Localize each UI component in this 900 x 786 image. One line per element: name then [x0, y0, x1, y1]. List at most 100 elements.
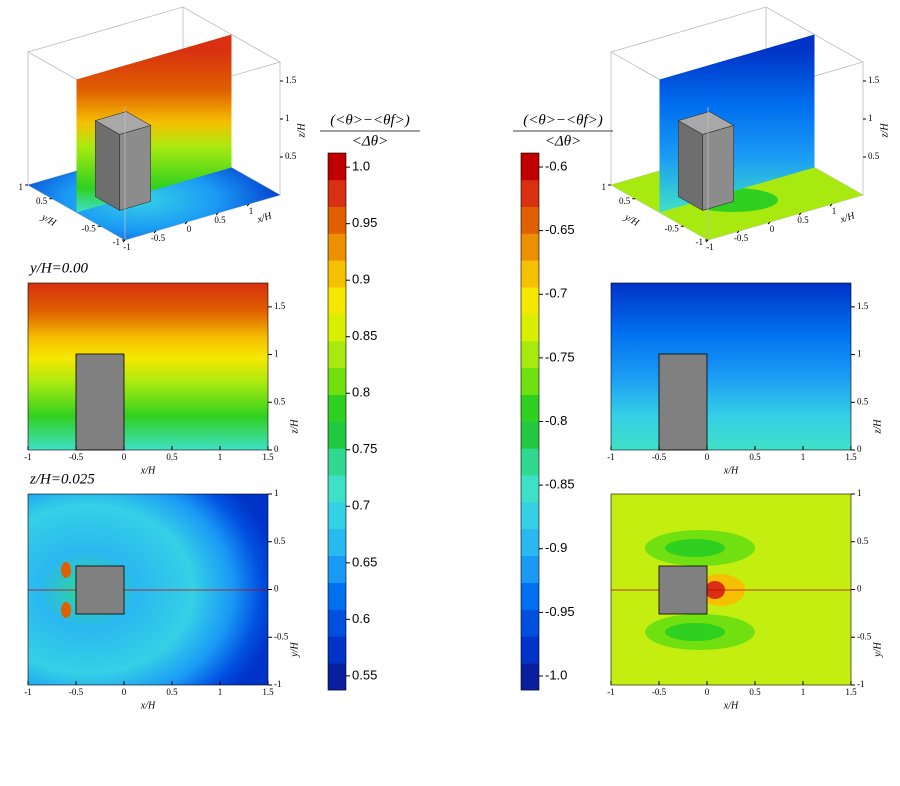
colorbar-title: (<θ>−<θf>): [330, 112, 410, 128]
y-tick-label: 1.5: [274, 301, 286, 311]
colorbar-tick-label: -0.85: [545, 477, 575, 492]
color-band: [521, 179, 539, 207]
color-band: [328, 179, 346, 207]
colorbar-tick-label: -0.9: [545, 540, 567, 555]
x-tick-label: -0.5: [652, 452, 667, 462]
y-axis-label: y/H: [39, 212, 59, 230]
y-tick-label: 0.5: [274, 536, 286, 546]
x-tick-label: 1: [218, 452, 223, 462]
color-band: [328, 260, 346, 288]
z-tick-label: 1: [868, 113, 873, 123]
colorbar-tick-label: -0.65: [545, 222, 575, 237]
color-band: [521, 367, 539, 395]
colorbar-title: (<θ>−<θf>): [523, 112, 603, 128]
x-tick-label: 0: [705, 687, 710, 697]
x-tick-label: -0.5: [151, 233, 166, 243]
color-band: [521, 663, 539, 691]
color-band: [328, 663, 346, 691]
color-band: [521, 555, 539, 583]
color-band: [328, 394, 346, 422]
color-band: [328, 206, 346, 234]
x-tick: [736, 230, 740, 234]
x-tick-label: 0.5: [166, 687, 178, 697]
contour-field: [28, 283, 268, 450]
x-tick-label: 0.5: [749, 452, 761, 462]
y-tick-label: 1: [857, 349, 862, 359]
y-axis-label: y/H: [289, 642, 300, 658]
y-tick-label: 0.5: [857, 396, 869, 406]
x-tick-label: 1.5: [845, 452, 857, 462]
x-tick-label: 0.5: [214, 215, 226, 225]
building: [677, 111, 735, 135]
building: [75, 565, 125, 615]
y-tick-label: 1: [274, 349, 279, 359]
slice-label: z/H=0.025: [29, 471, 95, 487]
x-tick-label: -1: [123, 242, 131, 252]
color-band: [521, 421, 539, 449]
x-tick: [153, 230, 157, 234]
contour-field: [61, 562, 71, 578]
building: [678, 120, 703, 211]
x-tick-label: -1: [24, 452, 32, 462]
y-tick-label: 1: [857, 488, 862, 498]
y-tick-label: 1: [19, 182, 24, 192]
x-axis-label: x/H: [140, 465, 156, 476]
colorbar-tick-label: 0.9: [352, 272, 370, 287]
building: [658, 353, 708, 451]
x-tick-label: 1.5: [262, 452, 274, 462]
colorbar-tick-label: -0.6: [545, 158, 567, 173]
color-band: [328, 340, 346, 369]
y-tick-label: 0: [857, 444, 862, 454]
y-tick-label: -0.5: [82, 223, 97, 233]
x-tick-label: 1: [832, 206, 837, 216]
color-band: [521, 448, 539, 476]
y-tick-label: 0: [857, 584, 862, 594]
x-tick-label: 1: [801, 452, 806, 462]
color-band: [328, 528, 346, 557]
y-tick-label: -1: [113, 237, 121, 247]
z-tick-label: 1.5: [285, 75, 297, 85]
z-tick-label: 0.5: [285, 151, 297, 161]
color-band: [521, 314, 539, 342]
y-tick-label: -0.5: [274, 631, 289, 641]
color-band: [521, 206, 539, 234]
view-3d-right: [609, 6, 865, 241]
building: [119, 125, 151, 211]
x-tick-label: 1.5: [262, 687, 274, 697]
y-tick-label: 0.5: [274, 396, 286, 406]
colorbar-tick-label: 0.95: [352, 215, 377, 230]
color-band: [521, 582, 539, 610]
building: [95, 120, 120, 211]
color-band: [521, 502, 539, 530]
color-band: [521, 528, 539, 557]
color-band: [521, 609, 539, 637]
x-axis-label: x/H: [723, 700, 739, 711]
colorbar-frame: [327, 152, 347, 691]
y-tick-label: 0: [274, 444, 279, 454]
color-band: [328, 233, 346, 261]
x-tick-label: -1: [607, 687, 615, 697]
y-tick-label: 0.5: [36, 196, 48, 206]
y-tick-label: 1: [274, 488, 279, 498]
x-axis-label: x/H: [838, 210, 857, 225]
x-axis-label: x/H: [723, 465, 739, 476]
colorbar-title: <Δθ>: [545, 133, 581, 149]
y-tick-label: 1.5: [857, 301, 869, 311]
color-band: [521, 153, 539, 181]
plot-frame: [610, 282, 852, 451]
x-tick-label: 0: [187, 224, 192, 234]
contour-field: [665, 623, 725, 641]
x-axis-label: x/H: [255, 210, 274, 225]
color-band: [328, 502, 346, 530]
x-tick-label: 0: [122, 452, 127, 462]
contour-field: [61, 602, 71, 618]
color-band: [328, 636, 346, 664]
color-band: [328, 475, 346, 503]
y-tick-label: -1: [274, 679, 282, 689]
colorbar-tick-label: 0.6: [352, 611, 370, 626]
y-axis-label: y/H: [872, 642, 883, 658]
x-tick-label: 0.5: [749, 687, 761, 697]
x-tick-label: -1: [24, 687, 32, 697]
color-band: [328, 314, 346, 342]
contour-field: [611, 283, 851, 450]
